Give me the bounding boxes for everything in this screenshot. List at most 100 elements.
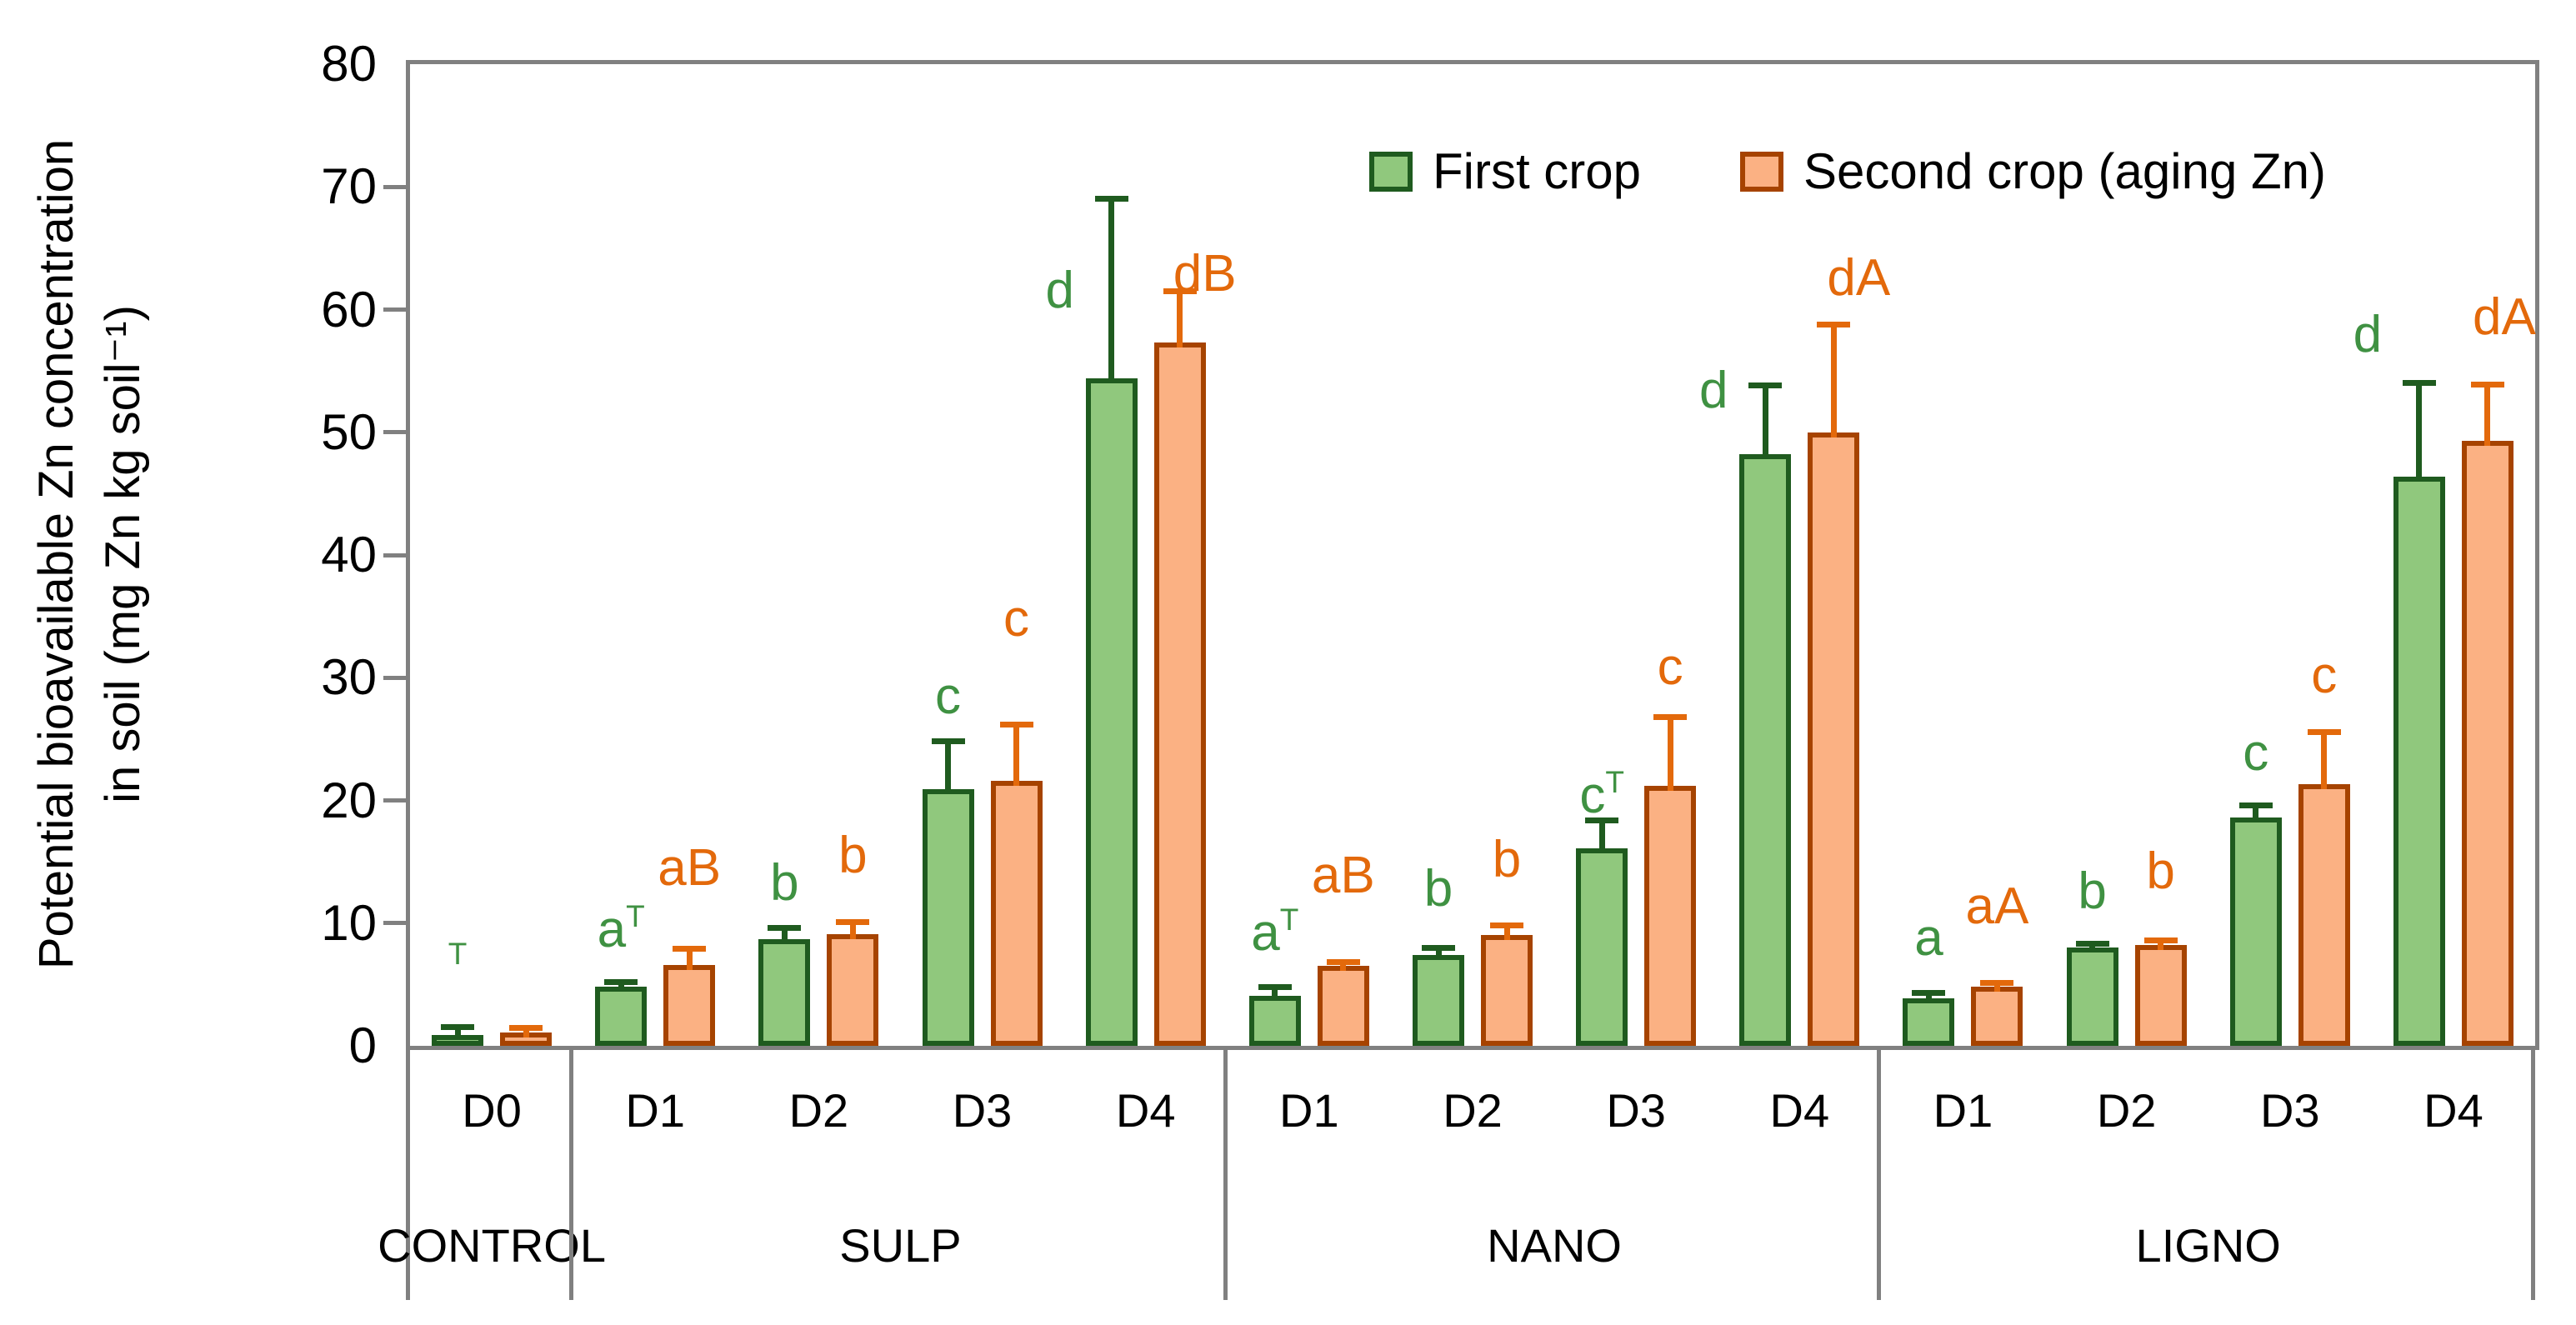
error-bar-cap [2075,941,2109,948]
legend-swatch-first-crop [1369,152,1413,192]
error-bar [1108,198,1115,383]
error-bar [1435,948,1442,961]
bar-second-crop [1644,785,1697,1046]
bar-second-crop [1153,342,1206,1046]
sig-letter: a [1914,908,1943,967]
group-separator [1877,1046,1882,1300]
error-bar [2416,382,2423,482]
sig-letter: dA [1827,248,1891,307]
x-dose-label: D1 [1933,1084,1993,1137]
sig-letter: b [770,853,799,912]
sig-letter: dA [2473,288,2536,346]
error-bar-cap [1490,922,1523,929]
bar-first-crop [595,987,648,1046]
y-tick-label: 30 [321,649,377,706]
sig-letter: cT [1579,765,1624,825]
error-bar [781,928,788,944]
x-dose-label: D3 [952,1084,1013,1137]
x-dose-label: D4 [2423,1084,2483,1137]
sig-letter: c [2311,646,2338,704]
sig-letter: c [1657,638,1683,696]
bar-second-crop [1971,987,2023,1046]
bar-first-crop [2066,948,2118,1046]
bar-first-crop [1739,454,1792,1046]
error-bar [2089,943,2096,953]
error-bar-cap [2307,728,2341,735]
bar-first-crop [922,789,974,1046]
y-axis-title-line2: in soil (mg Zn kg soil⁻¹) [96,305,151,803]
bar-first-crop [1085,378,1138,1046]
error-bar [1177,291,1183,348]
bar-second-crop [827,934,879,1046]
error-bar [1925,992,1932,1003]
error-bar-cap [1163,288,1197,294]
sig-letter: aB [1311,846,1375,904]
error-bar-cap [999,721,1033,728]
group-separator [1223,1046,1228,1300]
x-group-label: LIGNO [2135,1219,2281,1272]
bar-second-crop [2298,784,2350,1046]
legend-label-first-crop: First crop [1433,143,1642,199]
sig-letter: aT [1251,902,1299,962]
error-bar-cap [1817,321,1851,328]
x-dose-label: D1 [1279,1084,1339,1137]
bar-first-crop [2229,818,2282,1046]
error-bar [1503,925,1510,941]
sig-letter: aT [597,898,645,958]
bar-first-crop [2393,476,2445,1046]
group-separator [569,1046,574,1300]
error-bar [945,741,952,795]
y-tick-label: 80 [321,36,377,92]
error-bar-cap [2238,802,2273,808]
error-bar [1272,987,1278,1001]
error-bar [1830,324,1837,438]
error-bar-cap [836,918,870,925]
sig-letter: b [1492,830,1522,888]
x-dose-label: D0 [462,1084,522,1137]
sig-letter: dB [1173,245,1237,303]
bar-second-crop [1317,966,1369,1046]
y-tick [383,308,406,312]
legend-label-second-crop: Second crop (aging Zn) [1803,143,2327,199]
y-tick [383,552,406,558]
error-bar-cap [604,978,638,985]
sig-letter: d [1045,261,1074,319]
x-dose-label: D4 [1769,1084,1830,1137]
bar-first-crop [758,938,811,1046]
error-bar-cap [931,738,965,745]
sig-letter: b [2146,842,2175,901]
group-separator [406,1046,410,1300]
error-bar-cap [1094,196,1128,202]
x-dose-label: D2 [1443,1084,1503,1137]
bar-first-crop [1576,848,1628,1046]
bar-first-crop [1413,955,1464,1046]
x-group-label: NANO [1487,1219,1622,1272]
error-bar [1993,982,2000,992]
bar-first-crop [1903,998,1955,1046]
bar-first-crop [1248,995,1301,1046]
sig-letter: d [2353,305,2383,363]
error-bar-cap [441,1024,475,1031]
y-tick-label: 70 [321,158,377,215]
error-bar [1667,717,1673,791]
y-tick-label: 60 [321,281,377,338]
bar-second-crop [990,780,1043,1046]
error-bar-cap [1980,980,2014,987]
sig-letter: b [1423,860,1453,918]
error-bar [2253,805,2259,823]
error-bar-cap [1422,944,1455,951]
error-bar [1598,820,1605,853]
y-tick-label: 10 [321,894,377,951]
error-bar-cap [1748,382,1783,389]
x-dose-label: D2 [2096,1084,2157,1137]
x-group-label: CONTROL [378,1219,606,1272]
error-bar-cap [2470,381,2504,388]
error-bar-cap [1326,959,1360,966]
y-tick [383,184,406,189]
y-tick-label: 0 [348,1018,377,1073]
sig-letter: T [448,938,468,993]
x-dose-label: D2 [788,1084,849,1137]
error-bar [1340,962,1347,972]
sig-letter: b [2078,862,2107,921]
error-bar-cap [1653,713,1688,720]
